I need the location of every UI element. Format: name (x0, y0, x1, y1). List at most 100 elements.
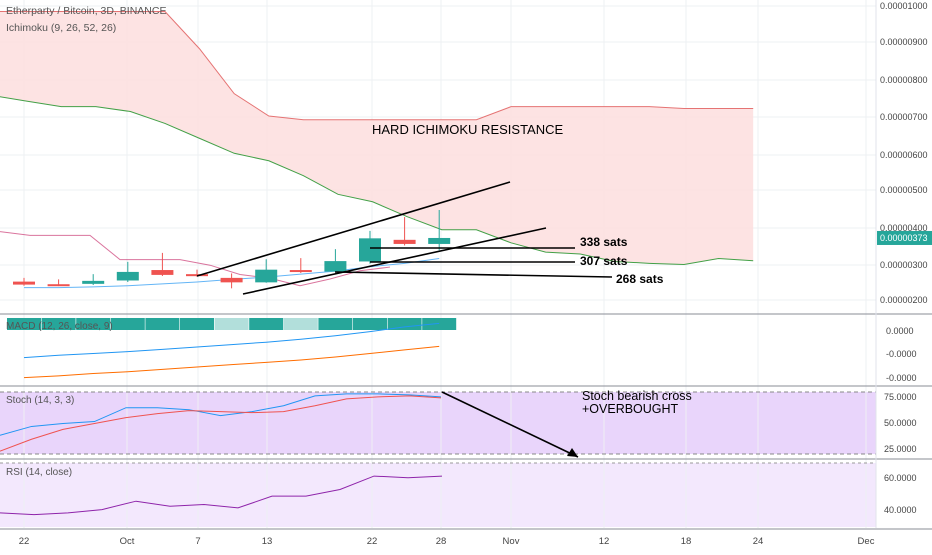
stoch-band (0, 392, 876, 454)
candle-body (47, 284, 70, 287)
stoch-note-line2: +OVERBOUGHT (582, 402, 679, 416)
rsi-label[interactable]: RSI (14, close) (6, 467, 72, 478)
candle (393, 217, 416, 246)
macd-histogram-bar (145, 318, 180, 330)
macd-panel (7, 318, 457, 379)
time-label: Nov (503, 536, 520, 547)
trend-line (196, 181, 511, 277)
panel-separators (0, 313, 932, 530)
candle (116, 261, 139, 282)
macd-histogram-bar (283, 318, 318, 330)
candle-body (324, 261, 347, 272)
stoch-k-line (0, 393, 442, 436)
macd-tick: -0.0000 (886, 373, 917, 383)
rsi-tick: 40.0000 (884, 505, 917, 515)
candle-body (220, 277, 243, 283)
candle (255, 259, 278, 283)
ichimoku-label[interactable]: Ichimoku (9, 26, 52, 26) (6, 22, 116, 34)
macd-histogram-bar (353, 318, 387, 330)
candle-body (393, 239, 416, 244)
candle (47, 279, 70, 287)
time-label: 24 (753, 536, 764, 547)
symbol-title[interactable]: Etherparty / Bitcoin, 3D, BINANCE (6, 5, 166, 17)
macd-histogram-bar (422, 318, 457, 330)
stoch-arrow-head (567, 448, 578, 457)
candle (324, 249, 347, 272)
time-label: 22 (367, 536, 378, 547)
candle (289, 258, 312, 274)
candle-body (255, 269, 278, 283)
macd-histogram-bar (7, 318, 41, 330)
price-axis[interactable]: 0.00001000 0.00000900 0.00000800 0.00000700… (875, 0, 932, 528)
stoch-arrow-shaft (441, 391, 579, 458)
cloud-fill (0, 11, 754, 265)
current-price-value: 0.00000373 (880, 233, 928, 243)
candles (13, 209, 451, 289)
time-label: 18 (681, 536, 692, 547)
resistance-annotation: HARD ICHIMOKU RESISTANCE (372, 122, 563, 137)
price-tick: 0.00000300 (880, 260, 928, 270)
time-label: 13 (262, 536, 273, 547)
price-tick: 0.00000600 (880, 150, 928, 160)
ichimoku-cloud (0, 11, 754, 265)
time-axis[interactable]: 22 Oct 7 13 22 28 Nov 12 18 24 Dec (19, 536, 875, 547)
candle-body (116, 271, 139, 281)
time-label: 22 (19, 536, 30, 547)
macd-histogram-bar (318, 318, 353, 330)
macd-histogram-bar (249, 318, 284, 330)
current-price-tag (877, 230, 932, 245)
level-307-label: 307 sats (580, 254, 628, 268)
ichimoku-lines (0, 11, 754, 289)
candle-body (13, 281, 35, 285)
signal-line (23, 345, 440, 379)
stoch-tick: 75.0000 (884, 392, 917, 402)
macd-histogram-bar (387, 318, 422, 330)
macd-label[interactable]: MACD (12, 26, close, 9) (6, 321, 113, 332)
time-label: Oct (120, 536, 135, 547)
time-label: 28 (436, 536, 447, 547)
price-tick: 0.00000700 (880, 112, 928, 122)
span-a-line (0, 96, 754, 265)
price-tick: 0.00000400 (880, 223, 928, 233)
candle-body (428, 237, 451, 244)
trend-drawings (196, 181, 613, 295)
trend-line (334, 271, 613, 278)
candle (428, 209, 451, 251)
macd-histogram-bar (214, 318, 249, 330)
time-label: 12 (599, 536, 610, 547)
level-268-label: 268 sats (616, 272, 664, 286)
macd-histogram-bar (110, 318, 145, 330)
price-tick: 0.00000200 (880, 295, 928, 305)
stoch-d-line (0, 395, 442, 452)
candle-body (82, 280, 105, 284)
price-tick: 0.00001000 (880, 1, 928, 11)
span-b-line (0, 11, 754, 121)
macd-histogram-bar (76, 318, 111, 330)
macd-histogram-bar (41, 318, 76, 330)
candle-body (289, 270, 312, 273)
stoch-panel (0, 391, 876, 458)
price-tick: 0.00000500 (880, 185, 928, 195)
candle (220, 273, 243, 289)
rsi-panel (0, 462, 876, 516)
time-label: Dec (858, 536, 875, 547)
candle (151, 252, 174, 277)
macd-tick: -0.0000 (886, 349, 917, 359)
lagging-line (0, 231, 391, 287)
time-label: 7 (195, 536, 200, 547)
candle (13, 277, 35, 286)
macd-tick: 0.0000 (886, 326, 914, 336)
level-338-label: 338 sats (580, 235, 628, 249)
price-tick: 0.00000800 (880, 75, 928, 85)
stoch-note-line1: Stoch bearish cross (582, 389, 692, 403)
stoch-tick: 50.0000 (884, 418, 917, 428)
candle-body (186, 274, 208, 277)
rsi-band (0, 463, 876, 527)
rsi-line (0, 475, 443, 516)
trend-line (242, 227, 547, 295)
stoch-tick: 25.0000 (884, 444, 917, 454)
price-tick: 0.00000900 (880, 37, 928, 47)
stoch-label[interactable]: Stoch (14, 3, 3) (6, 395, 74, 406)
